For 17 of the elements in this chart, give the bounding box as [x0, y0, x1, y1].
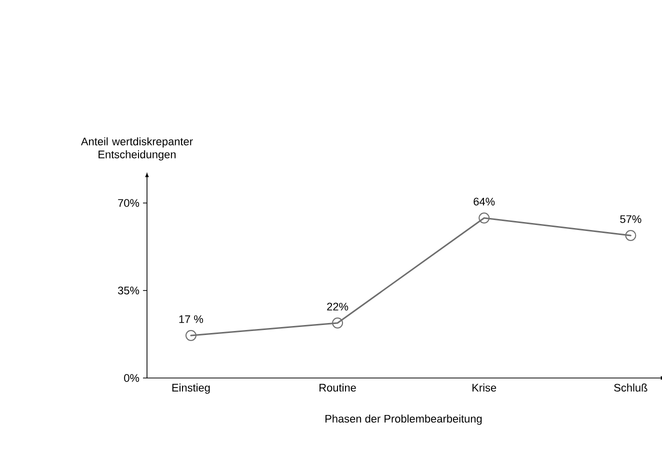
x-axis-title: Phasen der Problembearbeitung — [326, 414, 482, 425]
y-tick-label: 70% — [118, 199, 140, 207]
point — [625, 230, 636, 241]
y-tick-label: 35% — [118, 286, 140, 294]
point — [478, 212, 490, 224]
x-tick-label: Schluß — [614, 384, 648, 392]
x-tick-label: Routine — [320, 384, 356, 392]
data-label: 64% — [474, 198, 495, 206]
data-label: 17 % — [179, 315, 204, 323]
point — [332, 318, 344, 328]
y-axis-title: Anteil wertdiskrepanter Entscheidungen — [80, 137, 193, 160]
x-tick-label: Einstieg — [172, 384, 210, 394]
y-tick-label: 0% — [124, 374, 140, 382]
x-tick-label: Krise — [472, 384, 496, 392]
point — [185, 330, 196, 341]
data-label: 57% — [620, 215, 642, 223]
data-label: 22% — [327, 302, 348, 310]
